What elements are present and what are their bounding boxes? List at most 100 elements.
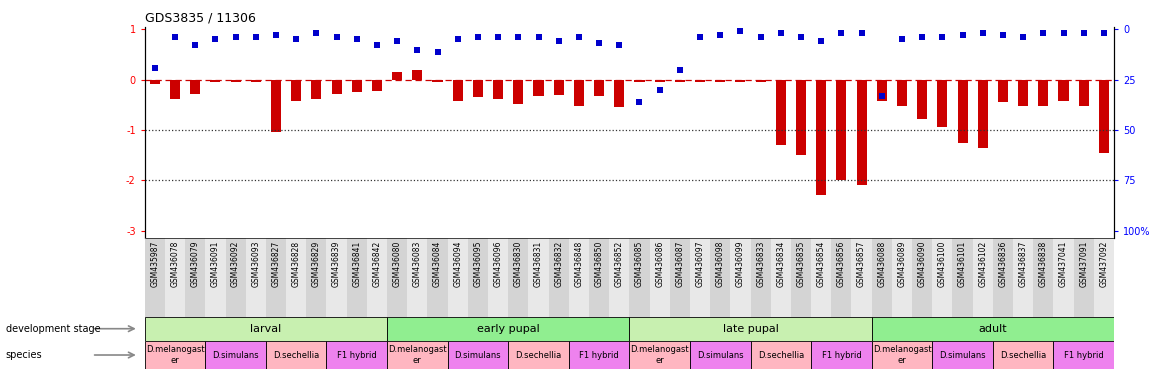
Bar — [857, 80, 866, 185]
Point — [570, 35, 588, 41]
Point — [428, 48, 447, 55]
Bar — [427, 238, 448, 317]
Text: D.simulans: D.simulans — [939, 351, 985, 359]
Bar — [569, 238, 589, 317]
Text: GSM436834: GSM436834 — [776, 240, 785, 287]
Bar — [251, 80, 261, 82]
Bar — [472, 80, 483, 97]
Text: D.sechellia: D.sechellia — [1001, 351, 1047, 359]
Point — [347, 36, 366, 43]
Point — [529, 35, 548, 41]
Point — [1014, 35, 1033, 41]
Bar — [992, 238, 1013, 317]
Point — [893, 36, 911, 43]
Text: F1 hybrid: F1 hybrid — [579, 351, 620, 359]
Bar — [534, 80, 543, 96]
Bar — [609, 238, 629, 317]
Point — [670, 66, 689, 73]
Bar — [149, 80, 160, 84]
Bar — [508, 238, 528, 317]
Text: GSM436839: GSM436839 — [332, 240, 342, 287]
Text: GSM435987: GSM435987 — [151, 240, 160, 287]
Bar — [508, 341, 569, 369]
Point — [589, 40, 608, 46]
Bar — [594, 80, 604, 96]
Point — [368, 42, 387, 48]
Text: ■: ■ — [145, 382, 156, 384]
Text: GSM436828: GSM436828 — [292, 240, 301, 286]
Bar — [877, 80, 887, 101]
Text: GSM436090: GSM436090 — [917, 240, 926, 287]
Bar — [710, 238, 731, 317]
Text: GSM436829: GSM436829 — [312, 240, 321, 287]
Point — [510, 35, 528, 41]
Bar — [872, 238, 892, 317]
Point — [1094, 30, 1113, 36]
Text: GSM436852: GSM436852 — [615, 240, 624, 287]
Text: GSM436830: GSM436830 — [514, 240, 522, 287]
Bar — [448, 238, 468, 317]
Bar — [327, 238, 346, 317]
Bar — [750, 238, 771, 317]
Bar — [488, 238, 508, 317]
Bar — [1073, 238, 1094, 317]
Text: D.simulans: D.simulans — [455, 351, 501, 359]
Bar — [387, 341, 448, 369]
Bar — [735, 80, 746, 82]
Text: GSM436841: GSM436841 — [352, 240, 361, 287]
Bar — [654, 80, 665, 82]
Point — [792, 35, 811, 41]
Text: species: species — [6, 350, 43, 360]
Point — [691, 35, 710, 41]
Text: GSM436848: GSM436848 — [574, 240, 584, 287]
Text: D.melanogast
er: D.melanogast er — [388, 345, 447, 365]
Text: GSM436092: GSM436092 — [232, 240, 240, 287]
Text: GSM436096: GSM436096 — [493, 240, 503, 287]
Bar — [977, 80, 988, 147]
Bar — [367, 238, 387, 317]
Bar — [614, 80, 624, 108]
Bar — [892, 238, 913, 317]
Bar — [952, 238, 973, 317]
Bar — [1054, 238, 1073, 317]
Bar — [145, 341, 205, 369]
Text: GSM436089: GSM436089 — [897, 240, 907, 287]
Bar — [528, 238, 549, 317]
Text: D.sechellia: D.sechellia — [515, 351, 562, 359]
Bar — [291, 80, 301, 101]
Point — [994, 32, 1012, 38]
Bar — [629, 341, 690, 369]
Text: GSM436078: GSM436078 — [170, 240, 179, 287]
Bar — [190, 80, 200, 94]
Text: D.melanogast
er: D.melanogast er — [630, 345, 689, 365]
Text: F1 hybrid: F1 hybrid — [337, 351, 376, 359]
Bar — [836, 80, 846, 180]
Bar — [549, 238, 569, 317]
Point — [287, 36, 306, 43]
Bar — [851, 238, 872, 317]
Bar — [205, 341, 266, 369]
Bar — [226, 238, 245, 317]
Bar — [352, 80, 361, 92]
Text: GSM436831: GSM436831 — [534, 240, 543, 287]
Bar — [998, 80, 1007, 102]
Text: GSM436080: GSM436080 — [393, 240, 402, 287]
Point — [974, 30, 992, 36]
Text: GSM436850: GSM436850 — [594, 240, 603, 287]
Text: D.simulans: D.simulans — [212, 351, 259, 359]
Point — [408, 46, 426, 53]
Point — [953, 32, 972, 38]
Text: D.melanogast
er: D.melanogast er — [873, 345, 931, 365]
Text: GSM436095: GSM436095 — [474, 240, 483, 287]
Text: GSM436097: GSM436097 — [696, 240, 704, 287]
Bar — [872, 317, 1114, 341]
Text: early pupal: early pupal — [477, 324, 540, 334]
Bar — [170, 80, 181, 99]
Bar — [771, 238, 791, 317]
Text: GSM437092: GSM437092 — [1099, 240, 1108, 287]
Bar — [387, 317, 629, 341]
Bar — [811, 341, 872, 369]
Text: GSM436833: GSM436833 — [756, 240, 765, 287]
Bar — [1013, 238, 1033, 317]
Bar — [958, 80, 968, 142]
